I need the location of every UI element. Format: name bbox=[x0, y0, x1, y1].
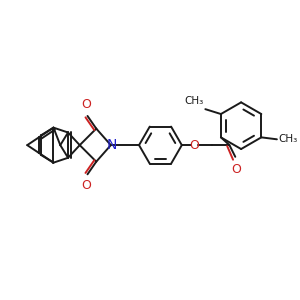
Text: O: O bbox=[190, 139, 200, 152]
Text: O: O bbox=[82, 98, 92, 111]
Text: O: O bbox=[82, 179, 92, 192]
Text: CH₃: CH₃ bbox=[184, 96, 203, 106]
Text: N: N bbox=[106, 138, 117, 152]
Text: CH₃: CH₃ bbox=[279, 134, 298, 144]
Text: O: O bbox=[231, 163, 241, 176]
